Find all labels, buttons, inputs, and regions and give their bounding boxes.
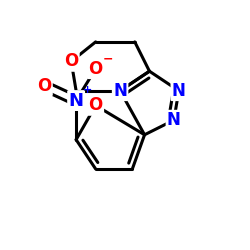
Text: −: − bbox=[103, 52, 113, 66]
Text: N: N bbox=[68, 92, 84, 110]
Text: O: O bbox=[37, 77, 52, 95]
Text: O: O bbox=[88, 96, 103, 114]
Text: O: O bbox=[64, 52, 78, 70]
Text: +: + bbox=[82, 84, 92, 94]
Text: N: N bbox=[172, 82, 186, 100]
Text: N: N bbox=[167, 111, 181, 129]
Text: N: N bbox=[113, 82, 127, 100]
Text: O: O bbox=[88, 60, 103, 78]
